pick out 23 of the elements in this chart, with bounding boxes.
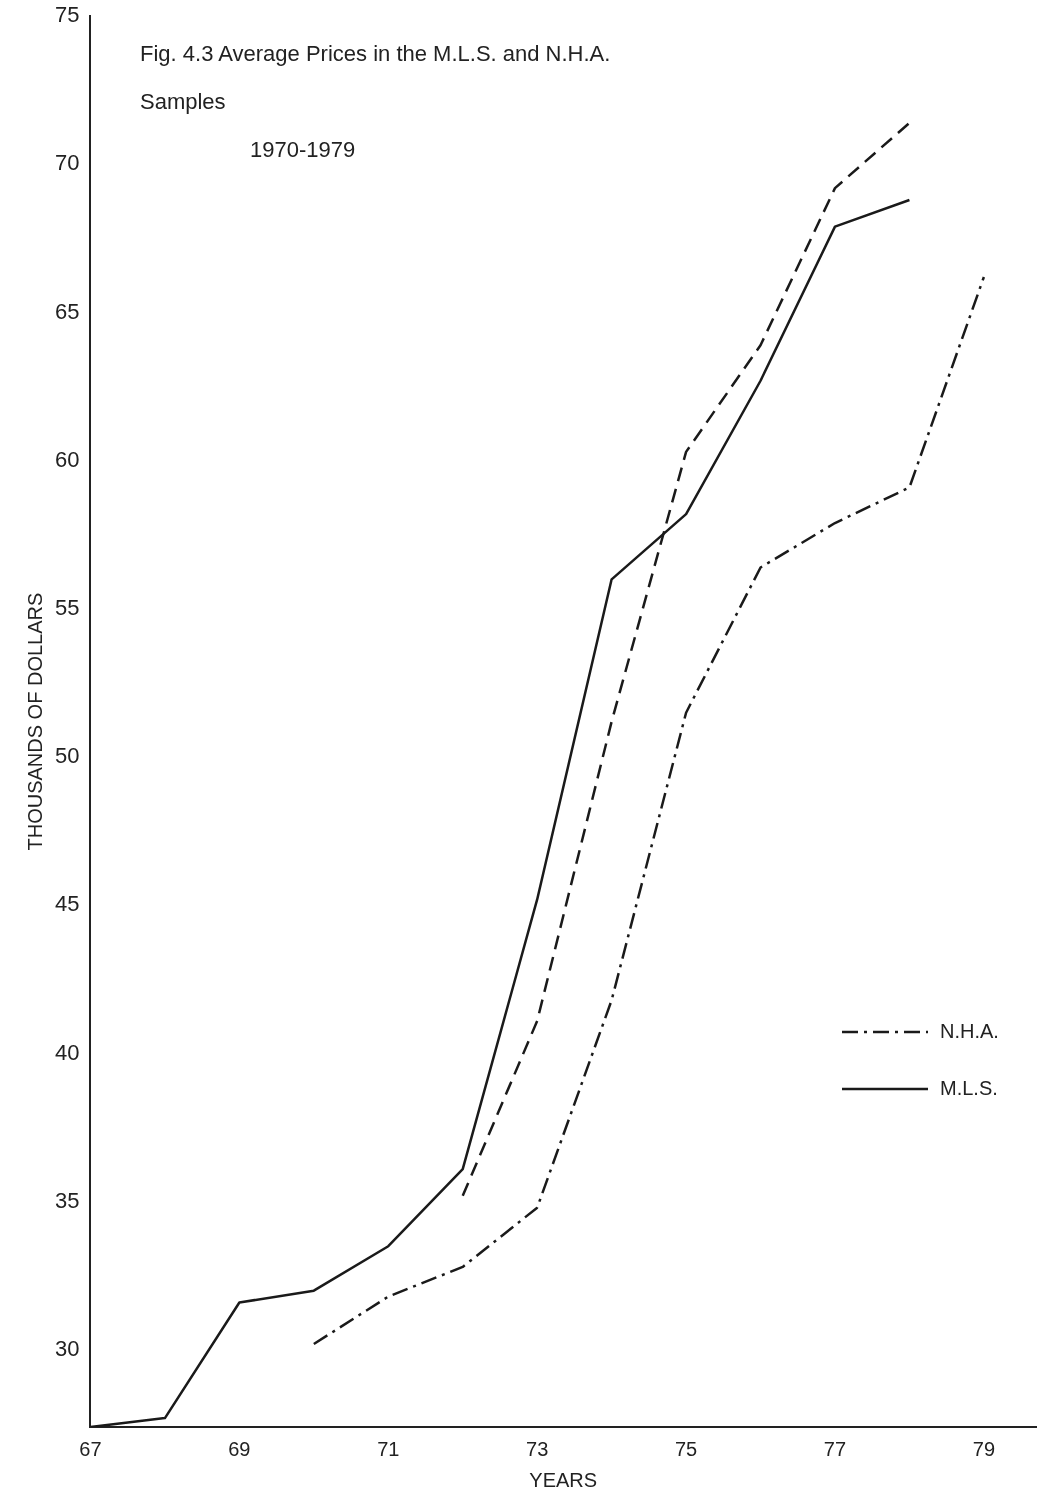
y-tick-label: 75 xyxy=(54,2,80,28)
y-tick-label: 35 xyxy=(54,1187,80,1213)
y-tick-label: 55 xyxy=(54,595,80,621)
x-tick-label: 67 xyxy=(79,1437,102,1460)
text: 1970-1979 xyxy=(249,136,357,164)
x-tick-label: 75 xyxy=(674,1437,698,1460)
x-tick-label: 77 xyxy=(823,1437,847,1460)
y-tick-label: 30 xyxy=(54,1336,80,1361)
y-tick-label: 60 xyxy=(54,446,80,472)
x-tick-label: 79 xyxy=(972,1437,996,1460)
y-tick-label: 65 xyxy=(54,298,80,324)
y-tick-label: 70 xyxy=(54,150,80,176)
x-axis-title: YEARS xyxy=(529,1468,598,1491)
text: Fig. 4.3 Average Prices in the M.L.S. and N.H.A. Samples xyxy=(140,41,611,114)
y-tick-label: 50 xyxy=(54,743,80,769)
x-tick-label: 71 xyxy=(377,1437,400,1460)
legend-label: N.H.A. xyxy=(940,1020,999,1043)
legend-label: M.L.S. xyxy=(940,1077,998,1100)
x-tick-label: 69 xyxy=(228,1437,251,1460)
y-tick-label: 40 xyxy=(54,1039,80,1065)
y-tick-label: 45 xyxy=(54,891,80,917)
y-axis-title: THOUSANDS OF DOLLARS xyxy=(23,592,46,851)
x-tick-label: 73 xyxy=(526,1437,549,1460)
